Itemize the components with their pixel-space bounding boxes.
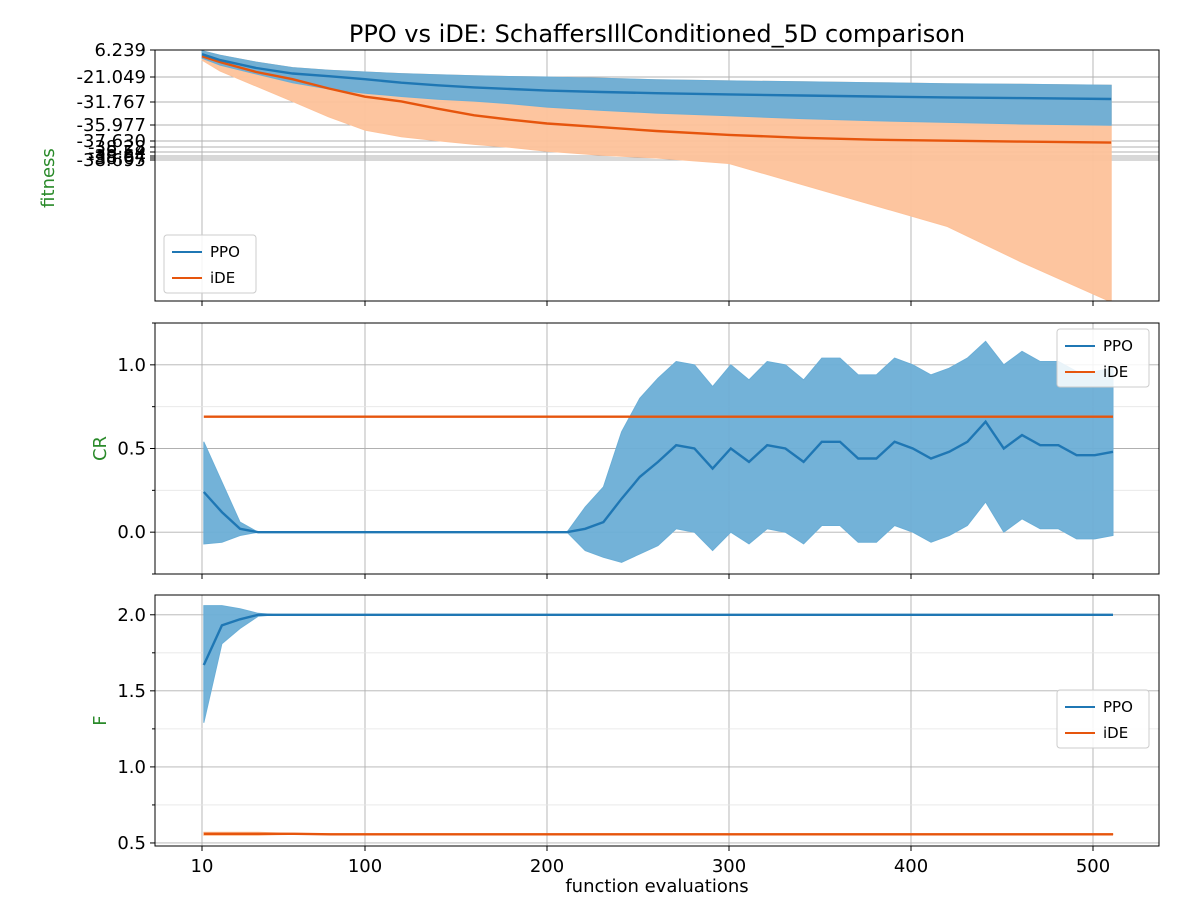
y-tick-label: -38.64 xyxy=(88,146,146,167)
plot-area xyxy=(201,50,1112,301)
band-ppo xyxy=(203,605,1113,723)
line-ide xyxy=(201,55,1112,144)
y-tick-label: -31.767 xyxy=(77,92,146,113)
x-tick-label: 100 xyxy=(348,856,382,877)
line-ppo xyxy=(201,53,1112,101)
f-panel: 0.5 1.0 1.5 2.0 10 100 200 300 400 500 F PPO iDE xyxy=(90,594,1160,877)
x-tick-label: 200 xyxy=(530,856,564,877)
legend-label-ide: iDE xyxy=(210,269,235,287)
y-axis-label: F xyxy=(90,715,111,725)
y-tick-label: 2.0 xyxy=(117,605,146,626)
y-tick-label: -38.54 xyxy=(88,142,146,163)
y-axis-label: CR xyxy=(90,436,111,461)
y-tick-label: -38.67 xyxy=(88,148,146,169)
legend-label-ppo: PPO xyxy=(1103,698,1133,716)
line-ppo xyxy=(202,613,1113,666)
y-tick-label: 0.5 xyxy=(117,439,146,460)
x-tick-label: 500 xyxy=(1076,856,1110,877)
legend-label-ide: iDE xyxy=(1103,363,1128,381)
plot-area xyxy=(202,605,1114,836)
x-tick-label: 300 xyxy=(712,856,746,877)
y-tick-label: -37.630 xyxy=(77,131,146,152)
x-axis-label: function evaluations xyxy=(565,876,748,897)
axes-frame xyxy=(154,322,1160,575)
line-ide xyxy=(203,832,1113,836)
y-tick-label: 6.239 xyxy=(94,40,146,61)
axes-frame xyxy=(154,49,1160,302)
x-tick-label: 10 xyxy=(191,856,214,877)
x-tick-label: 400 xyxy=(894,856,928,877)
y-tick-label: 0.0 xyxy=(117,522,146,543)
y-tick-label: 1.5 xyxy=(117,681,146,702)
fitness-panel: 6.239 -21.049 -31.767-35.977-37.630-38.28-… xyxy=(38,40,1160,306)
y-tick-label: 1.0 xyxy=(117,757,146,778)
band-ppo xyxy=(203,340,1114,563)
chart-title: PPO vs iDE: SchaffersIllConditioned_5D c… xyxy=(349,20,965,48)
plot-area xyxy=(202,340,1114,563)
axes-frame xyxy=(154,594,1160,847)
y-tick-label: -21.049 xyxy=(77,67,146,88)
cr-panel: 0.0 0.5 1.0 CR PPO iDE xyxy=(90,322,1160,579)
y-tick-label: -38.28 xyxy=(88,137,146,158)
y-tick-label: 0.5 xyxy=(117,833,146,854)
y-tick-label: -38.695 xyxy=(77,150,146,171)
legend-label-ppo: PPO xyxy=(1103,337,1133,355)
legend-label-ide: iDE xyxy=(1103,724,1128,742)
y-axis-label: fitness xyxy=(38,148,59,208)
line-ppo xyxy=(202,419,1114,534)
legend-label-ppo: PPO xyxy=(210,243,240,261)
band-ppo xyxy=(201,50,1112,126)
y-tick-label: 1.0 xyxy=(117,355,146,376)
y-tick-label: -35.977 xyxy=(77,115,146,136)
